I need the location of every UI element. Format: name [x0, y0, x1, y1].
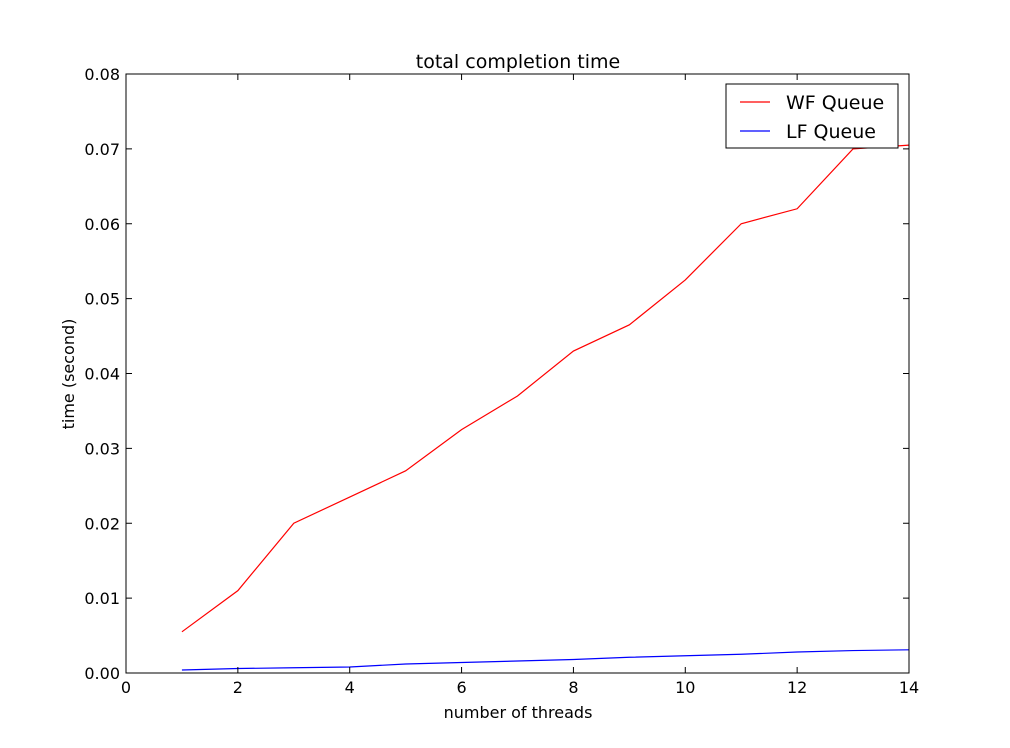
- x-tick-label: 4: [345, 678, 355, 697]
- y-tick-label: 0.03: [84, 439, 120, 458]
- y-tick-label: 0.08: [84, 65, 120, 84]
- y-tick-label: 0.06: [84, 215, 120, 234]
- series-line-lf-queue: [182, 650, 909, 670]
- x-tick-label: 6: [456, 678, 466, 697]
- x-tick-label: 0: [121, 678, 131, 697]
- y-axis-ticks: 0.00 0.01 0.02 0.03 0.04 0.05 0.06 0.07 0.08: [84, 65, 909, 683]
- x-tick-label: 12: [787, 678, 807, 697]
- plot-area: [182, 145, 909, 670]
- x-tick-label: 10: [675, 678, 695, 697]
- y-tick-label: 0.07: [84, 140, 120, 159]
- x-tick-label: 2: [233, 678, 243, 697]
- y-tick-label: 0.00: [84, 664, 120, 683]
- y-tick-label: 0.02: [84, 514, 120, 533]
- chart-title: total completion time: [416, 51, 620, 73]
- x-tick-label: 8: [568, 678, 578, 697]
- y-tick-label: 0.05: [84, 290, 120, 309]
- x-axis-ticks: 0 2 4 6 8 10 12 14: [121, 74, 919, 697]
- x-axis-label: number of threads: [444, 703, 593, 722]
- x-tick-label: 14: [899, 678, 919, 697]
- legend-label-lf-queue: LF Queue: [786, 121, 876, 143]
- legend: WF Queue LF Queue: [726, 84, 898, 148]
- y-axis-label: time (second): [59, 319, 78, 430]
- series-line-wf-queue: [182, 145, 909, 632]
- y-tick-label: 0.01: [84, 589, 120, 608]
- legend-label-wf-queue: WF Queue: [786, 92, 884, 114]
- y-tick-label: 0.04: [84, 365, 120, 384]
